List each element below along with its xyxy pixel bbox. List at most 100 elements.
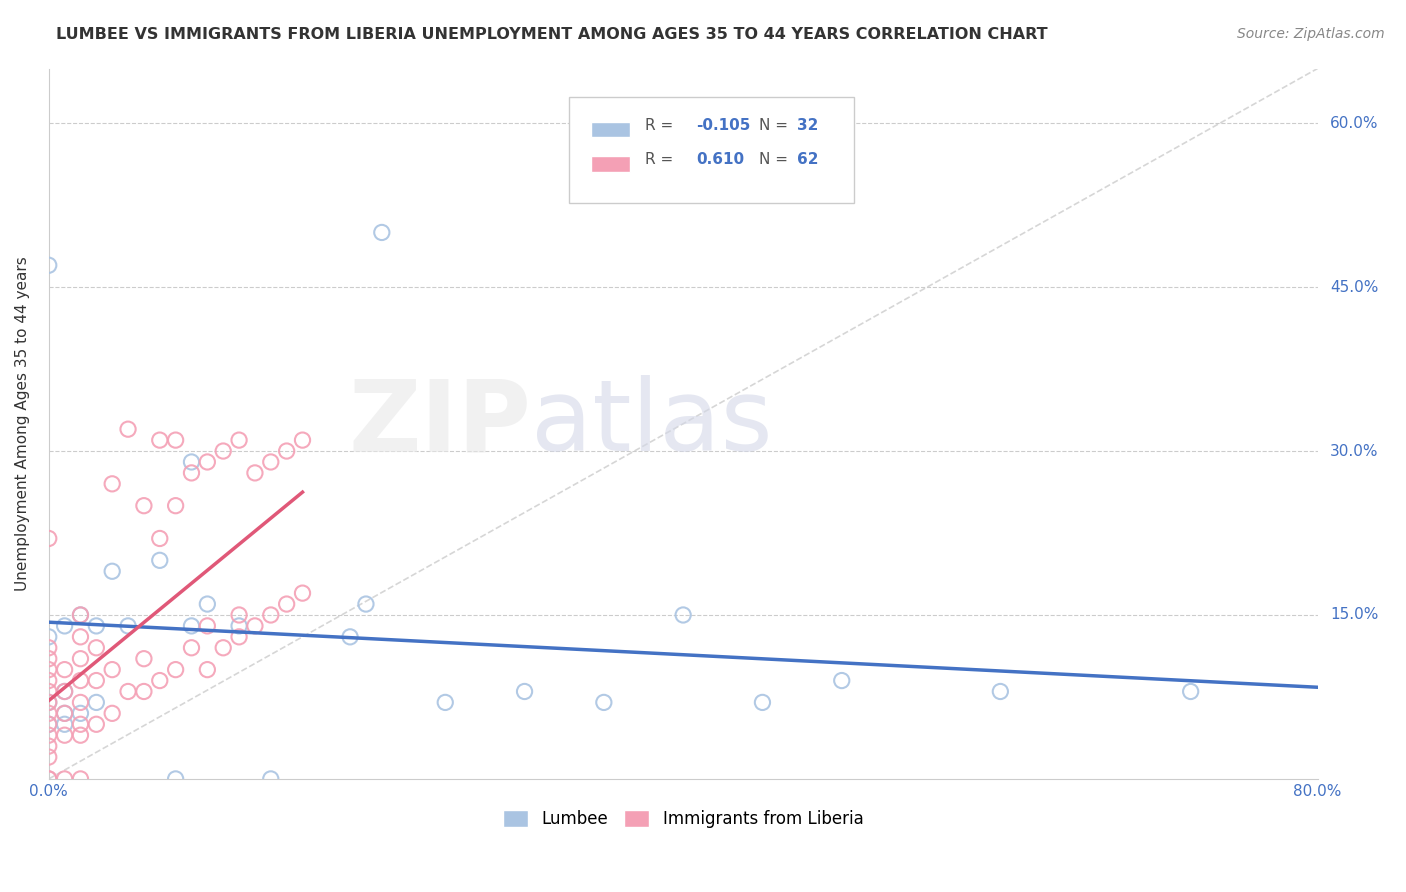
Point bbox=[53, 717, 76, 731]
Point bbox=[38, 651, 60, 665]
Point bbox=[69, 607, 91, 622]
Point bbox=[243, 466, 266, 480]
FancyBboxPatch shape bbox=[591, 156, 630, 171]
Point bbox=[38, 772, 60, 786]
Point bbox=[69, 772, 91, 786]
Point bbox=[101, 663, 124, 677]
Point bbox=[69, 717, 91, 731]
Point bbox=[86, 673, 108, 688]
Point bbox=[86, 640, 108, 655]
Y-axis label: Unemployment Among Ages 35 to 44 years: Unemployment Among Ages 35 to 44 years bbox=[15, 256, 30, 591]
Point bbox=[69, 673, 91, 688]
Point bbox=[165, 772, 187, 786]
Legend: Lumbee, Immigrants from Liberia: Lumbee, Immigrants from Liberia bbox=[496, 803, 870, 835]
Point bbox=[53, 728, 76, 742]
Point bbox=[53, 663, 76, 677]
Text: 62: 62 bbox=[797, 152, 818, 167]
Point bbox=[86, 619, 108, 633]
Point bbox=[69, 706, 91, 721]
Point bbox=[53, 772, 76, 786]
Point bbox=[180, 455, 202, 469]
Point bbox=[53, 706, 76, 721]
Point bbox=[69, 651, 91, 665]
Text: LUMBEE VS IMMIGRANTS FROM LIBERIA UNEMPLOYMENT AMONG AGES 35 TO 44 YEARS CORRELA: LUMBEE VS IMMIGRANTS FROM LIBERIA UNEMPL… bbox=[56, 27, 1047, 42]
Point bbox=[212, 640, 235, 655]
Point bbox=[180, 619, 202, 633]
Point bbox=[149, 553, 172, 567]
Point bbox=[38, 673, 60, 688]
Point bbox=[132, 499, 155, 513]
Text: R =: R = bbox=[645, 152, 678, 167]
Point bbox=[53, 706, 76, 721]
Point bbox=[180, 640, 202, 655]
Point bbox=[117, 684, 139, 698]
Text: 15.0%: 15.0% bbox=[1330, 607, 1379, 623]
Point bbox=[592, 695, 614, 709]
Point bbox=[101, 476, 124, 491]
Point bbox=[117, 422, 139, 436]
Point bbox=[339, 630, 361, 644]
Point bbox=[38, 717, 60, 731]
Point bbox=[38, 695, 60, 709]
Point bbox=[38, 739, 60, 753]
Point bbox=[86, 717, 108, 731]
Point bbox=[195, 663, 218, 677]
Point bbox=[1180, 684, 1202, 698]
Point bbox=[434, 695, 457, 709]
Point bbox=[38, 663, 60, 677]
Point bbox=[672, 607, 695, 622]
Point bbox=[165, 663, 187, 677]
Point bbox=[149, 433, 172, 447]
Point bbox=[260, 607, 283, 622]
Point bbox=[53, 684, 76, 698]
Point bbox=[291, 586, 314, 600]
Text: 0.610: 0.610 bbox=[696, 152, 744, 167]
Point bbox=[212, 444, 235, 458]
Text: -0.105: -0.105 bbox=[696, 118, 751, 133]
Text: atlas: atlas bbox=[531, 376, 772, 472]
Point bbox=[291, 433, 314, 447]
Text: 45.0%: 45.0% bbox=[1330, 279, 1379, 294]
Point bbox=[260, 455, 283, 469]
Point bbox=[86, 695, 108, 709]
Point bbox=[228, 433, 250, 447]
Point bbox=[38, 728, 60, 742]
Point bbox=[195, 597, 218, 611]
FancyBboxPatch shape bbox=[569, 97, 855, 203]
Point bbox=[513, 684, 536, 698]
Point bbox=[228, 630, 250, 644]
Point bbox=[53, 619, 76, 633]
Point bbox=[38, 258, 60, 272]
Point bbox=[132, 651, 155, 665]
Point bbox=[38, 630, 60, 644]
Point bbox=[260, 772, 283, 786]
Point bbox=[38, 684, 60, 698]
Point bbox=[132, 684, 155, 698]
Point bbox=[165, 499, 187, 513]
Text: Source: ZipAtlas.com: Source: ZipAtlas.com bbox=[1237, 27, 1385, 41]
Text: N =: N = bbox=[759, 118, 793, 133]
Point bbox=[276, 444, 298, 458]
Point bbox=[228, 607, 250, 622]
Point bbox=[276, 597, 298, 611]
Point bbox=[38, 706, 60, 721]
Point bbox=[149, 673, 172, 688]
Point bbox=[165, 433, 187, 447]
Point bbox=[751, 695, 773, 709]
Text: N =: N = bbox=[759, 152, 793, 167]
Point bbox=[117, 619, 139, 633]
Point bbox=[180, 466, 202, 480]
Point bbox=[228, 619, 250, 633]
Point bbox=[101, 564, 124, 578]
Point bbox=[38, 772, 60, 786]
Point bbox=[243, 619, 266, 633]
Point bbox=[69, 630, 91, 644]
Point bbox=[38, 640, 60, 655]
Point bbox=[69, 607, 91, 622]
Point bbox=[354, 597, 377, 611]
Point bbox=[371, 226, 394, 240]
FancyBboxPatch shape bbox=[591, 122, 630, 137]
Point bbox=[195, 455, 218, 469]
Text: 60.0%: 60.0% bbox=[1330, 116, 1379, 130]
Point bbox=[69, 728, 91, 742]
